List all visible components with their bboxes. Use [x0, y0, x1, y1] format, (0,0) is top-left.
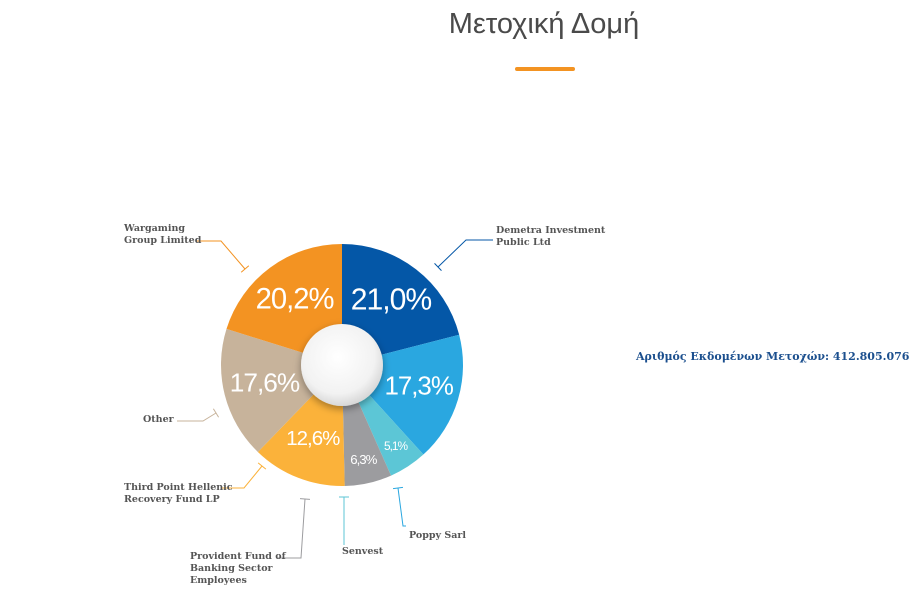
note: Αριθμός Εκδομένων Μετοχών: 412.805.076 — [636, 350, 910, 363]
donut-hole — [301, 324, 383, 406]
slice-name: Third Point Hellenic Recovery Fund LP — [124, 482, 233, 505]
slice-name: Senvest — [342, 546, 384, 557]
value-label: 21,0% — [351, 284, 432, 317]
leader-line — [196, 240, 246, 270]
value-label: 20,2% — [256, 283, 334, 315]
value-label: 17,3% — [384, 373, 453, 401]
slice-name: Poppy Sarl — [409, 530, 466, 541]
leader-line — [437, 239, 493, 268]
slice — [226, 244, 342, 365]
leader-cap — [240, 265, 250, 273]
leader-cap — [212, 408, 220, 418]
leader-line — [177, 412, 217, 422]
leader-cap — [392, 486, 404, 490]
slice-name: Provident Fund of Banking Sector Employe… — [190, 551, 286, 586]
leader-cap — [299, 498, 311, 500]
leader-cap — [434, 263, 442, 271]
leader-line — [397, 487, 406, 527]
value-label: 17,6% — [230, 368, 300, 398]
value-label: 5,1% — [384, 439, 408, 453]
leader-line — [222, 465, 263, 489]
slice-name: Wargaming Group Limited — [124, 223, 202, 246]
slice — [342, 244, 460, 365]
title-underline — [515, 67, 575, 71]
value-label: 12,6% — [286, 427, 340, 450]
slice-name: Demetra Investment Public Ltd — [496, 225, 606, 248]
leader-cap — [257, 462, 267, 470]
slice-name: Other — [143, 414, 174, 425]
leader-line — [276, 498, 306, 559]
value-label: 6,3% — [350, 452, 377, 467]
chart-title: Μετοχική Δομή — [448, 8, 640, 40]
